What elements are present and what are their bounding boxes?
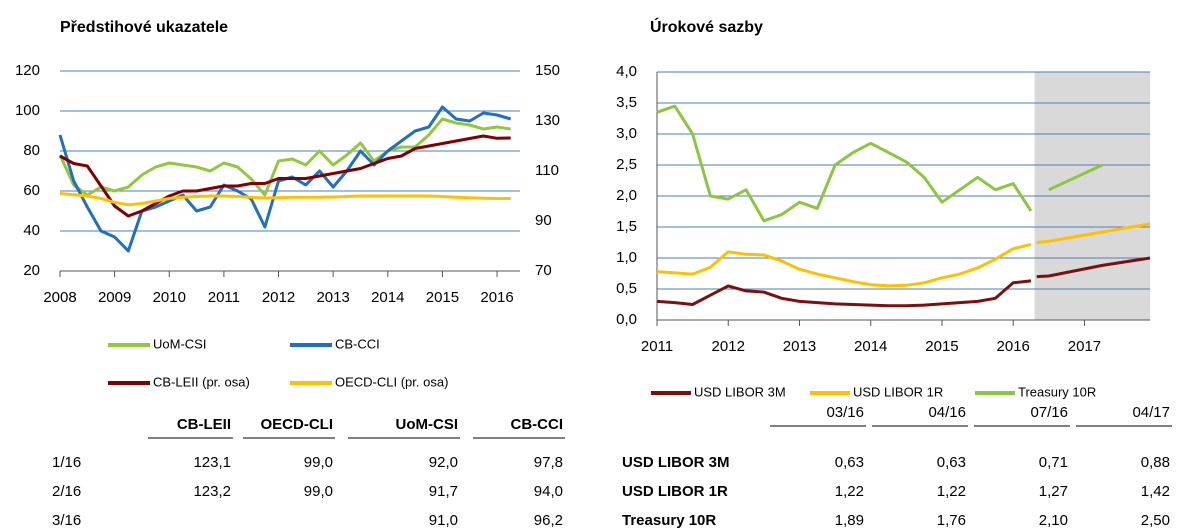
column-header: 07/16 [1030,404,1068,421]
series-line [656,279,1032,308]
legend-label: USD LIBOR 3M [694,384,786,399]
table-cell: 2,10 [1039,512,1068,529]
table-cell: 1,27 [1039,483,1068,500]
y-tick-label: 0,5 [616,280,637,297]
table-cell: 1,22 [937,483,966,500]
column-header: UoM-CSI [396,416,459,433]
row-label: Treasury 10R [622,512,716,529]
x-tick-label: 2008 [43,289,76,306]
y-tick-label: 2,0 [616,187,637,204]
row-label: USD LIBOR 3M [622,454,730,471]
table-cell: 1,76 [937,512,966,529]
series-line [656,104,1033,223]
row-label: 3/16 [52,512,81,529]
table-cell: 0,71 [1039,454,1068,471]
table-cell: 96,2 [534,512,563,529]
column-header: 04/17 [1132,404,1170,421]
legend-label: CB-LEII (pr. osa) [153,374,250,389]
y-tick-label: 3,5 [616,94,637,111]
x-tick-label: 2014 [371,289,404,306]
column-header: CB-CCI [511,416,564,433]
x-tick-label: 2013 [783,338,816,355]
y-tick-label: 40 [23,222,40,239]
series-line [58,117,511,197]
x-tick-label: 2011 [208,289,240,306]
legend-label: Treasury 10R [1018,384,1096,399]
table-cell: 91,0 [429,512,458,529]
x-tick-label: 2009 [98,289,131,306]
legend-label: CB-CCI [335,336,380,351]
y-tick-label: 1,0 [616,249,637,266]
table-cell: 0,88 [1141,454,1170,471]
x-tick-label: 2012 [712,338,745,355]
table-cell: 123,2 [193,483,231,500]
series-line [1036,222,1151,244]
table-cell: 0,63 [835,454,864,471]
series-line [59,192,511,207]
table-cell: 99,0 [304,483,333,500]
table-cell: 91,7 [429,483,458,500]
x-tick-label: 2011 [641,338,673,355]
row-label: USD LIBOR 1R [622,483,728,500]
column-header: 04/16 [928,404,966,421]
row-label: 1/16 [52,454,81,471]
table-cell: 2,50 [1141,512,1170,529]
x-tick-label: 2017 [1068,338,1101,355]
series-line [1048,163,1103,192]
x-tick-label: 2012 [262,289,295,306]
x-tick-label: 2016 [997,338,1030,355]
x-tick-label: 2015 [426,289,459,306]
y-tick-label: 4,0 [616,63,637,80]
y-tick-label: 60 [23,182,40,199]
table-cell: 0,63 [937,454,966,471]
y-tick-label: 3,0 [616,125,637,142]
table-cell: 92,0 [429,454,458,471]
table-cell: 97,8 [534,454,563,471]
x-tick-label: 2013 [316,289,349,306]
x-tick-label: 2010 [153,289,186,306]
column-header: CB-LEII [177,416,231,433]
legend-label: OECD-CLI (pr. osa) [335,374,448,389]
table-cell: 1,22 [835,483,864,500]
x-tick-label: 2014 [854,338,887,355]
table-cell: 123,1 [193,454,231,471]
y2-tick-label: 110 [535,162,559,179]
y-tick-label: 1,5 [616,218,637,235]
y-tick-label: 100 [15,102,40,119]
y-tick-label: 2,5 [616,156,637,173]
y2-tick-label: 70 [535,262,552,279]
table-cell: 99,0 [304,454,333,471]
column-header: OECD-CLI [261,416,334,433]
series-line [59,134,511,218]
legend-label: USD LIBOR 1R [853,384,943,399]
y-tick-label: 80 [23,142,40,159]
y2-tick-label: 130 [535,112,560,129]
y-tick-label: 0,0 [616,311,637,328]
column-header: 03/16 [826,404,864,421]
chart-title: Úrokové sazby [650,17,763,36]
row-label: 2/16 [52,483,81,500]
series-line [1036,256,1151,279]
series-line [656,242,1032,288]
table-cell: 1,42 [1141,483,1170,500]
legend-label: UoM-CSI [153,336,206,351]
y-tick-label: 20 [23,262,40,279]
table-cell: 1,89 [835,512,864,529]
y-tick-label: 120 [15,62,40,79]
chart-title: Předstihové ukazatele [60,19,228,36]
x-tick-label: 2015 [925,338,958,355]
x-tick-label: 2016 [480,289,513,306]
y2-tick-label: 150 [535,62,560,79]
table-cell: 94,0 [534,483,563,500]
y2-tick-label: 90 [535,212,552,229]
